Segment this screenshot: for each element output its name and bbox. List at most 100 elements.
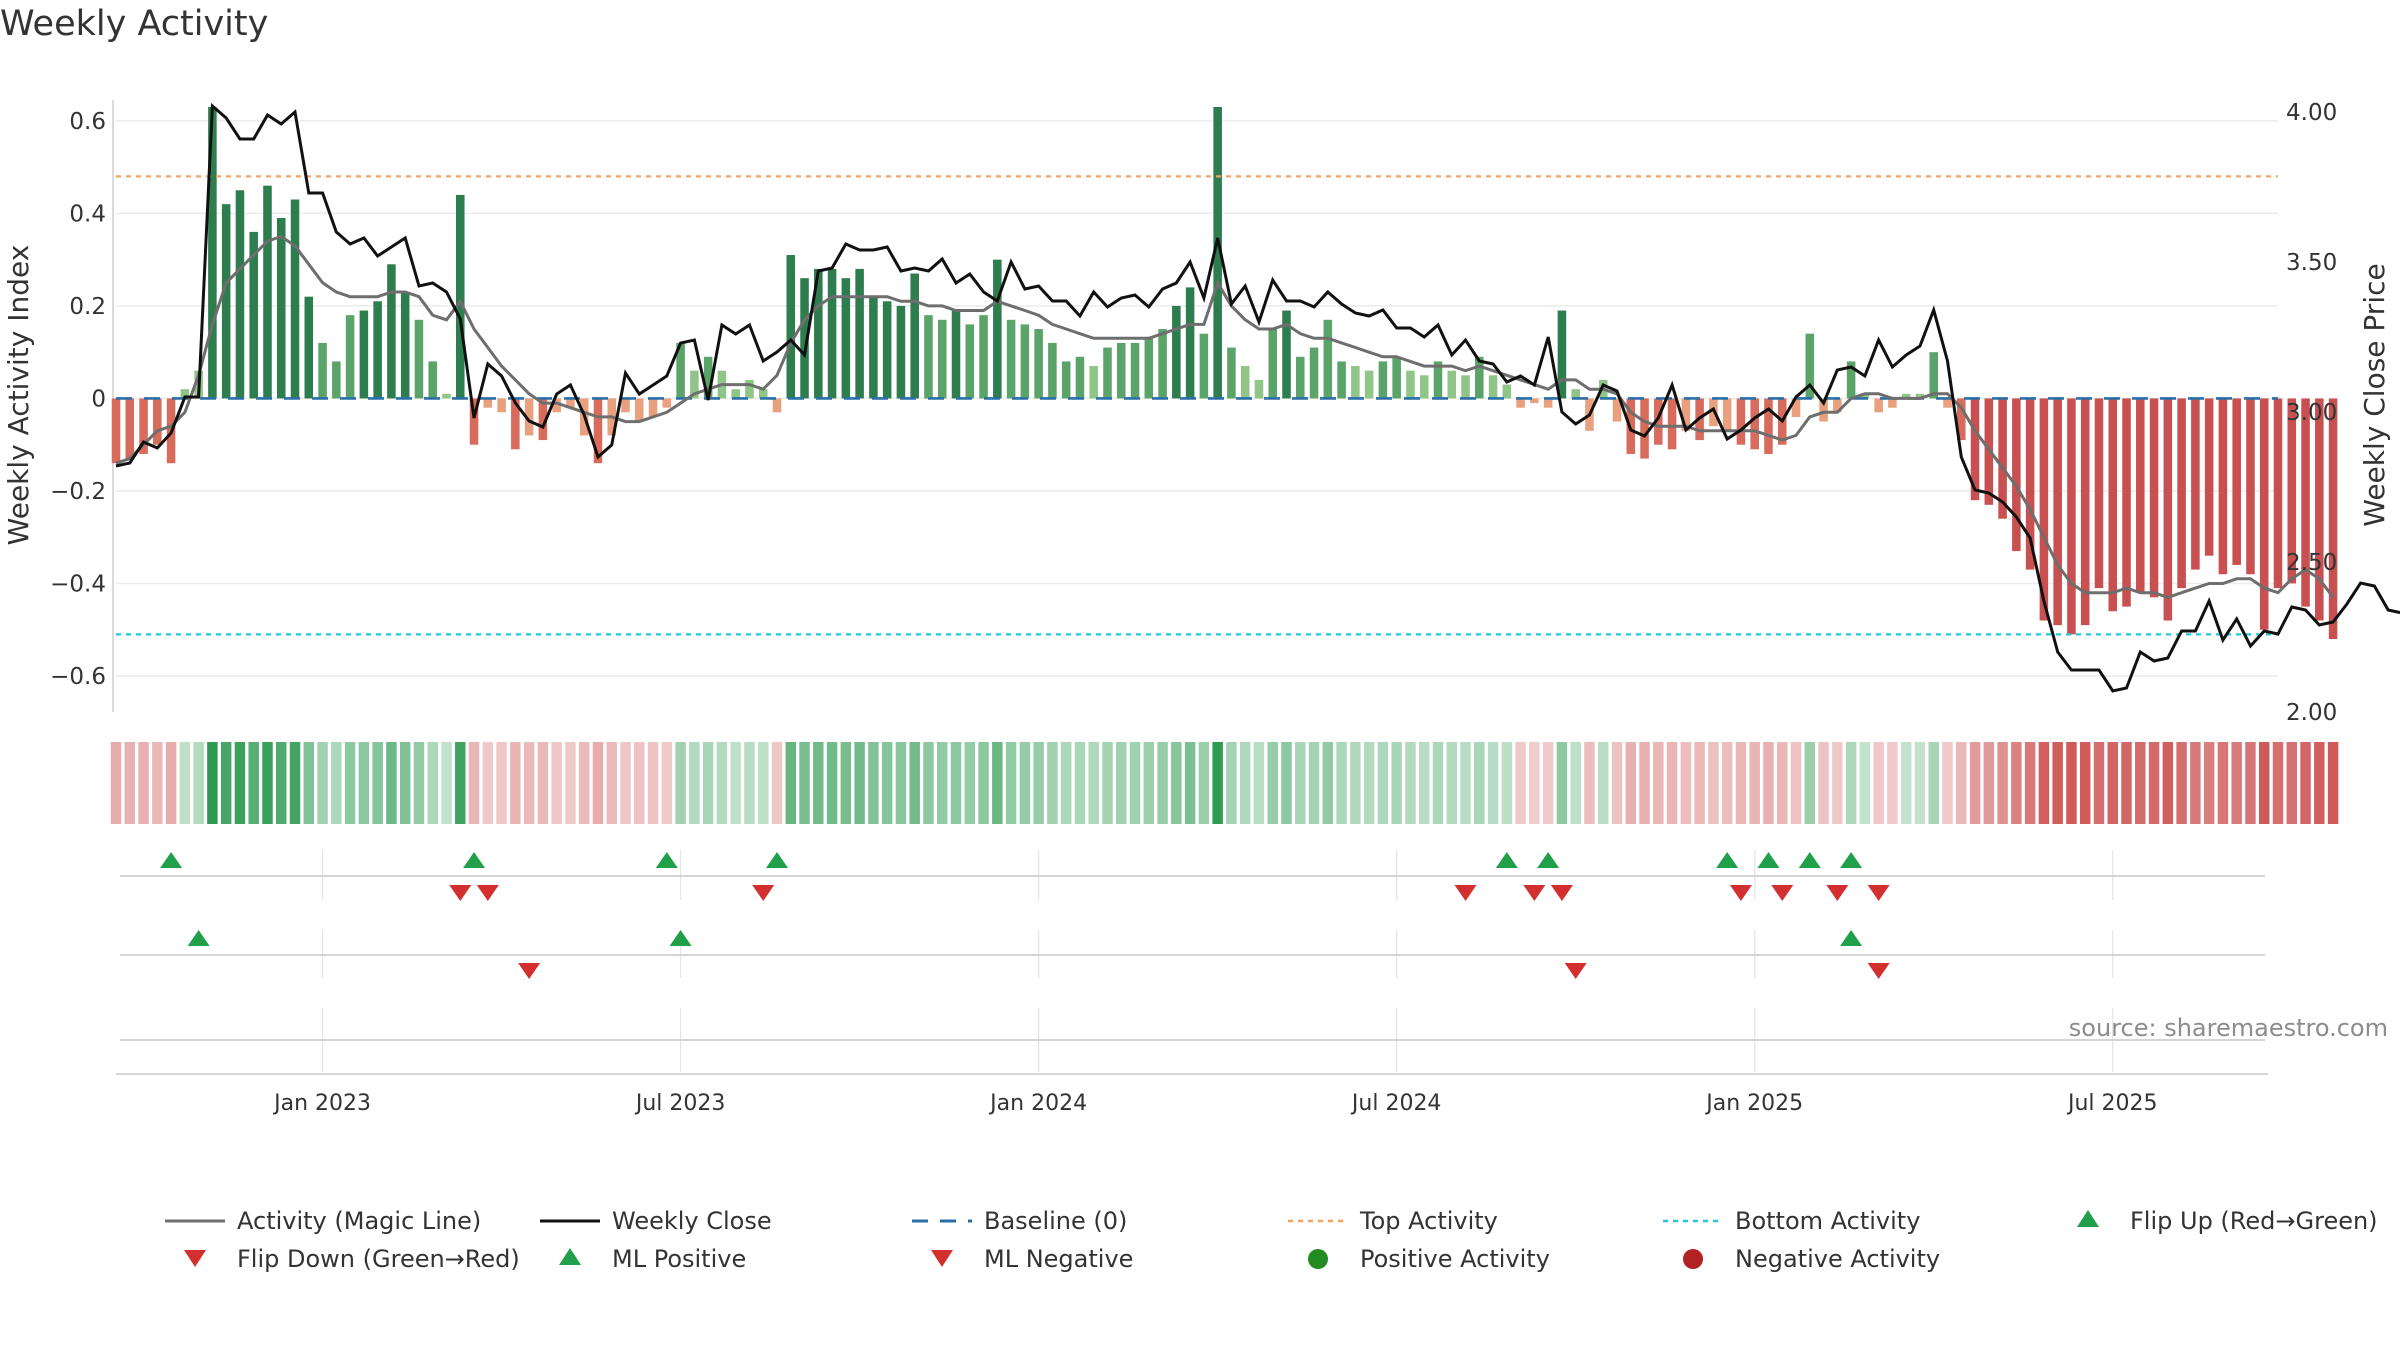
- activity-bar: [1433, 361, 1443, 399]
- activity-bar: [359, 310, 369, 399]
- activity-strip-cell: [1501, 742, 1513, 824]
- activity-bar: [1557, 310, 1567, 399]
- activity-strip-cell: [1460, 742, 1471, 824]
- activity-strip-cell: [1708, 742, 1719, 824]
- activity-strip-cell: [1584, 742, 1595, 824]
- activity-bar: [924, 315, 933, 399]
- activity-bar: [1089, 366, 1098, 399]
- flip-up-marker: [655, 852, 678, 868]
- activity-strip-cell: [634, 742, 645, 824]
- activity-bar: [1764, 398, 1773, 454]
- activity-bar: [125, 398, 135, 459]
- legend-swatch: [1683, 1249, 1703, 1269]
- activity-strip-cell: [923, 742, 934, 824]
- activity-bar: [180, 389, 190, 399]
- activity-bar: [1447, 370, 1457, 399]
- activity-bar: [1874, 398, 1883, 413]
- activity-bar: [1543, 398, 1553, 408]
- legend-swatch: [2077, 1210, 2099, 1227]
- activity-strip-cell: [138, 742, 149, 824]
- activity-strip-cell: [1116, 742, 1127, 824]
- activity-strip-cell: [2024, 742, 2036, 824]
- activity-bar: [1378, 361, 1388, 399]
- activity-bar: [1048, 342, 1057, 399]
- activity-bar: [455, 194, 465, 399]
- legend-item-baseline: Baseline (0): [912, 1207, 1127, 1235]
- activity-strip-cell: [1102, 742, 1113, 824]
- activity-strip-cell: [620, 742, 631, 824]
- activity-bar: [827, 268, 837, 399]
- activity-bar: [1268, 329, 1278, 399]
- legend-label: Negative Activity: [1735, 1245, 1940, 1273]
- activity-strip-cell: [441, 742, 452, 824]
- activity-strip-cell: [207, 742, 218, 824]
- activity-bar: [1006, 319, 1016, 399]
- activity-strip-cell: [2217, 742, 2229, 824]
- activity-bar: [1640, 398, 1649, 459]
- legend-label: Positive Activity: [1360, 1245, 1550, 1273]
- activity-bar: [2287, 398, 2297, 584]
- activity-bar: [841, 278, 851, 399]
- flip-down-marker: [1523, 885, 1546, 901]
- flip-down-marker: [449, 885, 472, 901]
- activity-strip-cell: [1666, 742, 1678, 824]
- flip-down-marker: [1550, 885, 1573, 901]
- activity-bar: [855, 268, 864, 399]
- activity-bar: [1929, 352, 1939, 399]
- legend-item-flipdown: Flip Down (Green→Red): [184, 1245, 520, 1273]
- activity-bar: [662, 398, 672, 408]
- activity-strip-cell: [1129, 742, 1141, 824]
- activity-strip-cell: [1047, 742, 1058, 824]
- activity-bar: [1516, 398, 1525, 408]
- activity-bar: [1970, 398, 1980, 501]
- activity-strip-cell: [606, 742, 617, 824]
- x-tick-label: Jul 2024: [1350, 1091, 1442, 1116]
- activity-bar: [414, 319, 424, 399]
- activity-bar: [2301, 398, 2310, 607]
- activity-bar: [869, 296, 878, 399]
- activity-strip-cell: [358, 742, 370, 824]
- activity-strip-cell: [2300, 742, 2311, 824]
- activity-strip-cell: [179, 742, 191, 824]
- activity-strip-cell: [2286, 742, 2298, 824]
- activity-bar: [2246, 398, 2255, 575]
- activity-strip-cell: [1391, 742, 1402, 824]
- activity-strip-cell: [1239, 742, 1251, 824]
- activity-bar: [442, 393, 451, 399]
- activity-bar: [1061, 361, 1071, 399]
- x-tick-label: Jan 2023: [272, 1091, 371, 1116]
- legend-swatch: [1308, 1249, 1328, 1269]
- ml-positive-marker: [1840, 930, 1863, 946]
- activity-bar: [1736, 398, 1746, 445]
- activity-bar: [332, 361, 341, 399]
- activity-strip-cell: [592, 742, 604, 824]
- activity-strip-cell: [1432, 742, 1444, 824]
- activity-bar: [2080, 398, 2090, 626]
- activity-bar: [882, 301, 892, 399]
- activity-bar: [387, 264, 396, 399]
- activity-bar: [111, 398, 121, 464]
- activity-strip-cell: [2190, 742, 2201, 824]
- activity-bar: [2122, 398, 2131, 607]
- activity-strip-cell: [1721, 742, 1733, 824]
- activity-strip-cell: [193, 742, 204, 824]
- activity-bar: [1915, 393, 1925, 399]
- activity-bar: [1144, 338, 1154, 399]
- activity-strip-cell: [578, 742, 590, 824]
- activity-strip-cell: [1859, 742, 1871, 824]
- activity-strip-cell: [1295, 742, 1306, 824]
- activity-bar: [2273, 398, 2283, 589]
- flip-up-marker: [1716, 852, 1739, 868]
- flip-up-marker: [1495, 852, 1518, 868]
- activity-bar: [1998, 398, 2007, 519]
- activity-strip-cell: [647, 742, 659, 824]
- activity-strip-cell: [1405, 742, 1416, 824]
- activity-strip-cell: [937, 742, 948, 824]
- activity-bar: [538, 398, 548, 441]
- y-left-tick-label: −0.4: [50, 571, 106, 597]
- activity-strip-cell: [813, 742, 824, 824]
- activity-strip-cell: [1308, 742, 1320, 824]
- ml-positive-marker: [669, 930, 692, 946]
- y-left-tick-label: −0.2: [50, 479, 106, 505]
